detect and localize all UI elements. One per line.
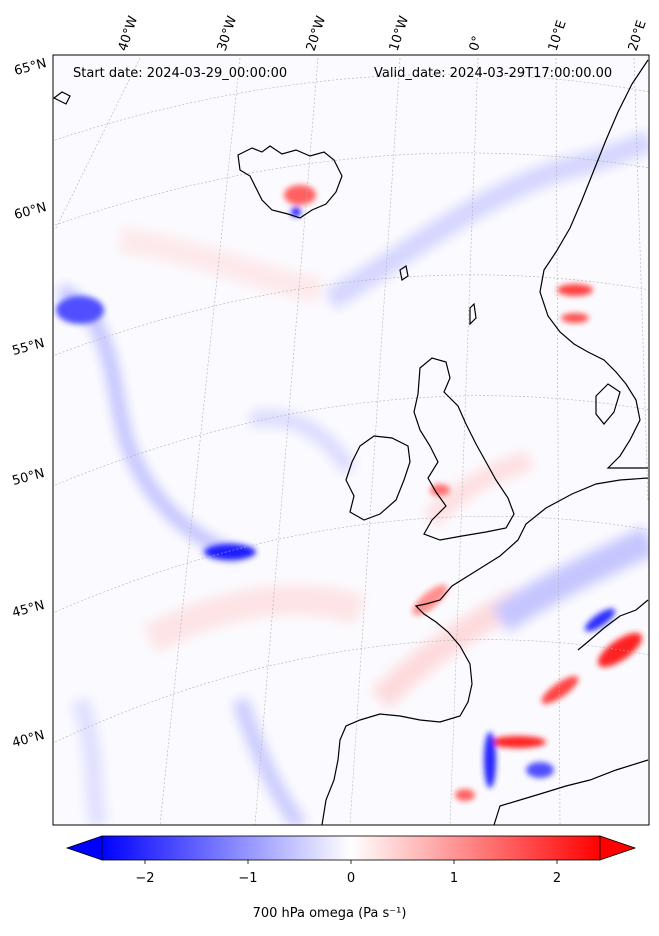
graticule [54,57,649,825]
scandinavia-coastline [539,59,649,469]
colorbar-body [101,835,601,861]
map-panel [53,55,649,825]
continental-coastline [321,477,649,825]
start-date-label: Start date: 2024-03-29_00:00:00 [73,66,288,81]
colorbar-label: 700 hPa omega (Pa s⁻¹) [252,906,407,921]
great-britain-coastline [413,357,515,541]
colorbar-tick-2: 2 [552,871,562,886]
mediterranean-coastline [493,759,649,825]
denmark-coastline [595,383,621,425]
colorbar-upper-extension [599,835,637,861]
coastlines [53,59,649,825]
colorbar-tick-minus-2: −2 [135,871,155,886]
colorbar-lower-extension [65,835,103,861]
colorbar-tick-minus-1: −1 [238,871,258,886]
omega-field [56,130,649,825]
italy-coastline [577,599,649,651]
ireland-coastline [345,435,411,521]
colorbar [65,835,637,864]
colorbar-tick-0: 0 [346,871,356,886]
valid-date-label: Valid_date: 2024-03-29T17:00:00.00 [374,66,613,81]
map-frame [52,54,650,826]
colorbar-tick-1: 1 [449,871,459,886]
iceland-coastline [237,145,343,219]
